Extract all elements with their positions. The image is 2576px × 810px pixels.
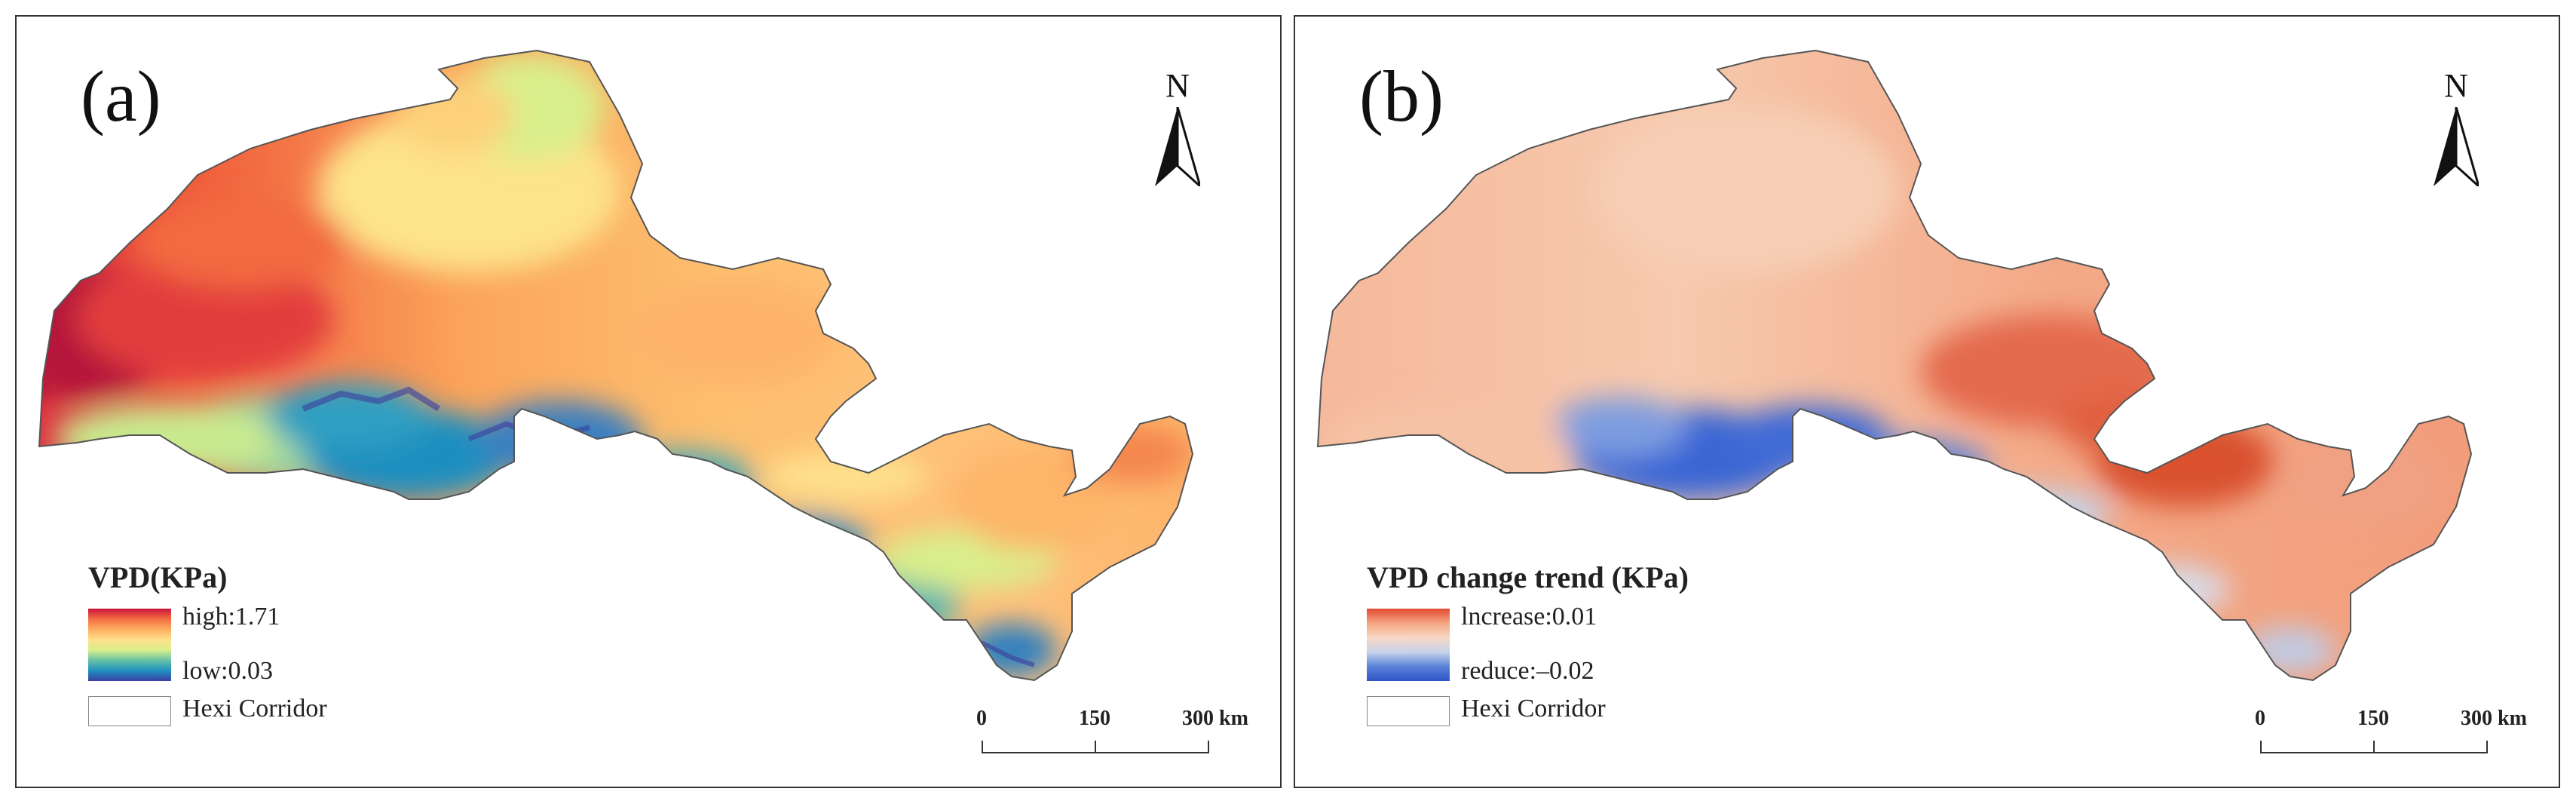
legend: VPD change trend (KPa) lncrease:0.01 red… xyxy=(1367,560,1689,731)
vpd-trend-map-panel-b: (b) N VPD change trend (KPa) lncrease:0.… xyxy=(1294,15,2560,788)
legend-low-label: reduce:–0.02 xyxy=(1461,657,1594,685)
legend-low-label: low:0.03 xyxy=(182,657,273,685)
north-label: N xyxy=(2444,67,2468,104)
panel-letter: (b) xyxy=(1359,56,1444,137)
legend-corridor-row: Hexi Corridor xyxy=(1367,693,1689,731)
scale-tick-label: 150 xyxy=(1079,707,1110,730)
scale-tick-label: 150 xyxy=(2357,707,2389,730)
north-arrow: N xyxy=(2430,69,2483,186)
legend-corridor-label: Hexi Corridor xyxy=(1461,695,1606,723)
scale-bar: 0 150 300 km xyxy=(2255,707,2527,767)
legend-title: VPD change trend (KPa) xyxy=(1367,560,1689,594)
scale-tick xyxy=(2373,741,2375,753)
vpd-trend-raster-map-b xyxy=(1317,50,2472,681)
legend: VPD(KPa) high:1.71 low:0.03 Hexi Corrido… xyxy=(88,560,327,731)
north-arrow-icon xyxy=(1155,107,1200,186)
legend-corridor-label: Hexi Corridor xyxy=(182,695,327,723)
scale-tick-label: 300 km xyxy=(1182,707,1248,730)
panel-letter: (a) xyxy=(81,56,161,137)
north-arrow: N xyxy=(1151,69,1204,186)
scale-tick-label: 0 xyxy=(976,707,987,730)
scale-tick xyxy=(1208,741,1209,753)
scale-tick xyxy=(2260,741,2262,753)
scale-tick xyxy=(1095,741,1096,753)
scale-bar: 0 150 300 km xyxy=(976,707,1248,767)
corridor-swatch xyxy=(88,696,171,726)
color-ramp xyxy=(1367,609,1450,681)
north-label: N xyxy=(1165,67,1190,104)
vpd-map-panel-a: (a) N VPD(KPa) high:1.71 low:0.03 Hexi C… xyxy=(15,15,1282,788)
color-ramp xyxy=(88,609,171,681)
vpd-raster-map-a xyxy=(38,50,1193,681)
legend-high-label: lncrease:0.01 xyxy=(1461,603,1597,631)
corridor-swatch xyxy=(1367,696,1450,726)
scale-tick-label: 0 xyxy=(2255,707,2265,730)
legend-high-label: high:1.71 xyxy=(182,603,280,631)
legend-color-ramp-row: lncrease:0.01 reduce:–0.02 xyxy=(1367,603,1689,685)
scale-tick xyxy=(2486,741,2488,753)
legend-color-ramp-row: high:1.71 low:0.03 xyxy=(88,603,280,685)
legend-corridor-row: Hexi Corridor xyxy=(88,693,327,731)
north-arrow-icon xyxy=(2434,107,2479,186)
scale-tick-label: 300 km xyxy=(2461,707,2527,730)
scale-tick xyxy=(982,741,983,753)
legend-title: VPD(KPa) xyxy=(88,560,228,594)
